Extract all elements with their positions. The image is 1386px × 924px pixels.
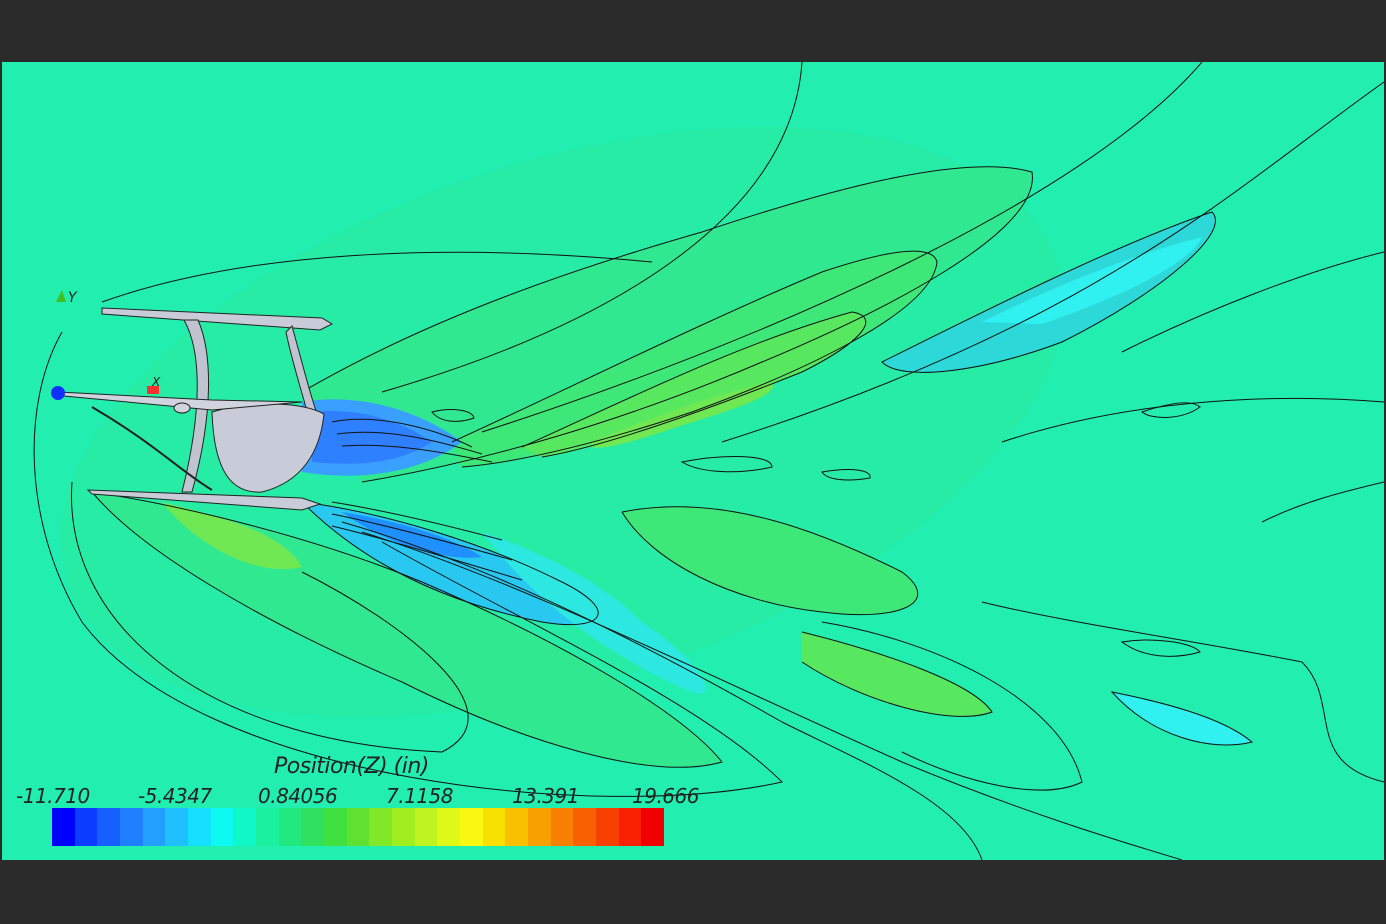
contour-line <box>801 631 993 717</box>
contour-line <box>71 481 469 753</box>
colorbar-tick-label: -5.4347 <box>138 784 212 808</box>
contour-band <box>1112 692 1252 745</box>
y-axis-label: Y <box>68 290 78 306</box>
contour-line <box>1110 691 1254 746</box>
visualization-viewport[interactable]: Y X Position(Z) (in) -11.710 -5.4347 0.8… <box>2 62 1384 860</box>
origin-marker <box>51 386 65 400</box>
x-axis-marker <box>147 386 159 394</box>
contour-line <box>680 456 773 473</box>
contour-line <box>301 166 1033 483</box>
contour-line <box>341 521 983 860</box>
colorbar-segment <box>120 808 143 846</box>
x-axis-label: X <box>151 375 161 389</box>
contour-line <box>621 506 919 616</box>
colorbar-segment <box>256 808 279 846</box>
contour-line <box>1001 397 1384 443</box>
colorbar-segment <box>641 808 665 846</box>
contour-band <box>982 237 1202 324</box>
upper-foil <box>101 307 334 331</box>
colorbar-segment <box>324 808 347 846</box>
contour-line <box>91 491 723 768</box>
contour-line <box>1261 481 1384 523</box>
hydrofoil-boat-model: Y X <box>51 290 334 511</box>
colorbar-segment <box>165 808 189 846</box>
colorbar-segment <box>460 808 483 846</box>
contour-line <box>101 251 653 303</box>
contour-line <box>981 601 1384 783</box>
contour-line <box>341 444 493 463</box>
contour-line <box>1140 402 1201 418</box>
colorbar-segment <box>437 808 461 846</box>
contour-plot: Y X <box>33 62 1384 860</box>
contour-band <box>162 502 302 570</box>
contour-line <box>331 513 513 561</box>
contour-line <box>821 621 1083 791</box>
contour-line <box>361 531 1183 860</box>
colorbar-segment <box>188 808 211 846</box>
colorbar-segment <box>278 808 302 846</box>
colorbar-segment <box>369 808 393 846</box>
contour-fills <box>60 127 1252 768</box>
contour-band <box>452 251 937 467</box>
colorbar-segment <box>142 808 166 846</box>
colorbar-segment <box>301 808 325 846</box>
colorbar-segment <box>482 808 506 846</box>
contour-line <box>881 211 1216 373</box>
contour-lines <box>33 62 1384 860</box>
contour-line <box>481 62 1203 433</box>
colorbar-segment <box>74 808 98 846</box>
colorbar-segment <box>550 808 574 846</box>
lower-foil <box>86 489 322 511</box>
colorbar-segment <box>528 808 551 846</box>
colorbar-title: Position(Z) (in) <box>274 754 429 779</box>
contour-line <box>33 331 783 797</box>
colorbar-segment <box>392 808 415 846</box>
contour-line <box>301 501 599 626</box>
contour-line <box>331 501 503 541</box>
colorbar-segment <box>210 808 234 846</box>
contour-line <box>331 525 523 581</box>
colorbar-segment <box>573 808 597 846</box>
contour-band <box>802 632 992 717</box>
colorbar <box>52 808 665 846</box>
contour-band <box>342 512 482 558</box>
colorbar-segment <box>52 808 75 846</box>
colorbar-tick-label: -11.710 <box>16 784 90 808</box>
colorbar-tick-label: 13.391 <box>512 784 579 808</box>
contour-band <box>482 532 706 694</box>
colorbar-tick-label: 19.666 <box>632 784 699 808</box>
contour-line <box>431 409 475 422</box>
contour-line <box>451 250 938 468</box>
contour-line <box>381 62 803 393</box>
hull-hatch <box>173 402 191 414</box>
contour-line <box>336 431 483 455</box>
contour-line <box>1121 251 1384 353</box>
colorbar-segment <box>618 808 642 846</box>
colorbar-segment <box>97 808 121 846</box>
y-axis-marker <box>56 290 66 302</box>
contour-band <box>622 506 918 615</box>
contour-band <box>312 411 432 464</box>
contour-line <box>331 418 473 448</box>
colorbar-tick-label: 7.1158 <box>386 784 453 808</box>
colorbar-tick-label: 0.84056 <box>258 784 338 808</box>
contour-line <box>1120 639 1201 657</box>
colorbar-segment <box>233 808 257 846</box>
colorbar-segment <box>596 808 619 846</box>
colorbar-segment <box>346 808 370 846</box>
strut-left <box>181 319 209 493</box>
colorbar-segment <box>505 808 529 846</box>
contour-line <box>521 311 867 458</box>
contour-band <box>302 166 1033 482</box>
diagonal-brace <box>91 406 213 491</box>
contour-line <box>721 81 1384 443</box>
contour-line <box>821 469 871 481</box>
colorbar-segment <box>414 808 438 846</box>
